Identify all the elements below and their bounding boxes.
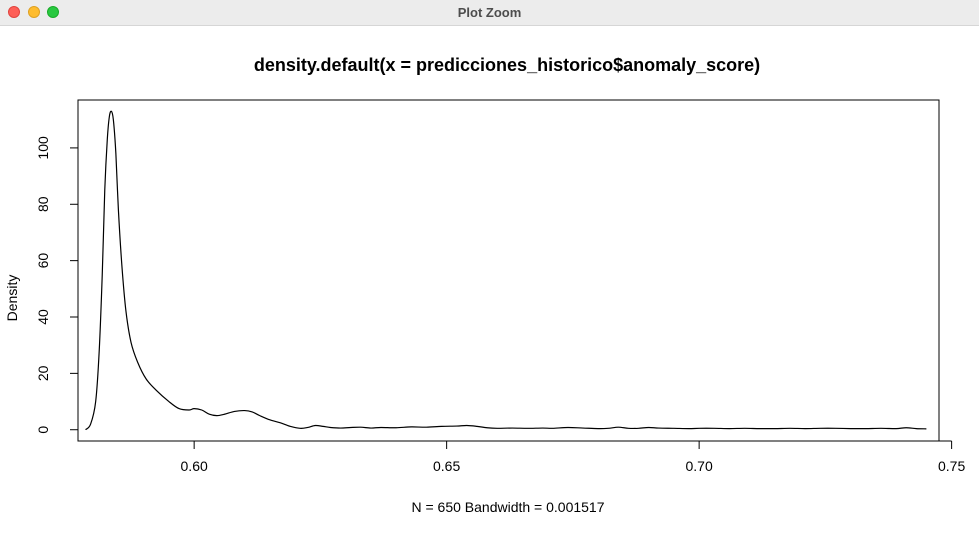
y-tick-label: 80 xyxy=(35,196,51,212)
y-axis-label: Density xyxy=(4,275,20,322)
y-tick-label: 60 xyxy=(35,253,51,269)
density-plot: density.default(x = predicciones_histori… xyxy=(4,55,965,515)
density-curve xyxy=(85,110,927,431)
minimize-button[interactable] xyxy=(28,6,40,18)
x-tick-label: 0.60 xyxy=(181,458,208,474)
x-axis-label: N = 650 Bandwidth = 0.001517 xyxy=(411,499,604,515)
y-tick-label: 0 xyxy=(35,426,51,434)
y-tick-label: 40 xyxy=(35,309,51,325)
x-tick-label: 0.75 xyxy=(938,458,965,474)
y-tick-label: 100 xyxy=(35,136,51,160)
maximize-button[interactable] xyxy=(47,6,59,18)
close-button[interactable] xyxy=(8,6,20,18)
plot-frame xyxy=(77,99,940,442)
x-tick-label: 0.70 xyxy=(686,458,713,474)
y-axis: 0 20 40 60 80 100 xyxy=(35,136,79,434)
x-tick-label: 0.65 xyxy=(433,458,460,474)
chart-title: density.default(x = predicciones_histori… xyxy=(254,55,760,75)
title-bar[interactable]: Plot Zoom xyxy=(0,0,979,26)
y-tick-label: 20 xyxy=(35,365,51,381)
window-title: Plot Zoom xyxy=(457,5,522,20)
x-axis: 0.60 0.65 0.70 0.75 xyxy=(181,440,965,474)
